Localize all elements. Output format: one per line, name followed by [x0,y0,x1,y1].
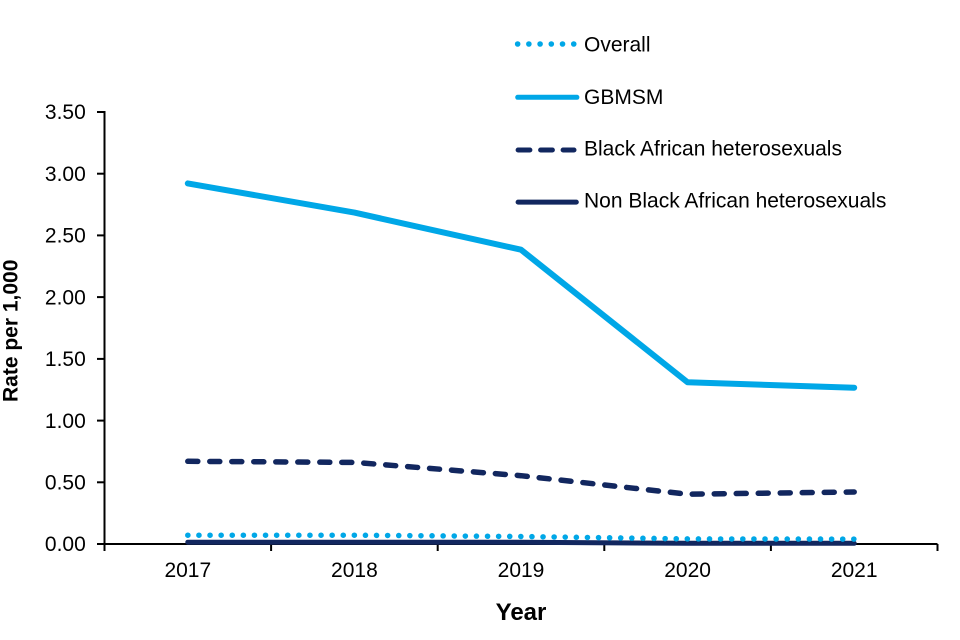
svg-text:2021: 2021 [831,559,878,582]
svg-text:0.00: 0.00 [45,533,86,556]
svg-text:2.00: 2.00 [45,286,86,309]
svg-text:1.00: 1.00 [45,410,86,433]
svg-text:0.50: 0.50 [45,472,86,495]
svg-text:3.00: 3.00 [45,163,86,186]
svg-text:2019: 2019 [498,559,545,582]
svg-text:3.50: 3.50 [45,101,86,124]
svg-text:Black African heterosexuals: Black African heterosexuals [584,138,842,161]
svg-text:Non Black African heterosexual: Non Black African heterosexuals [584,190,886,213]
svg-text:2018: 2018 [331,559,378,582]
svg-text:2020: 2020 [664,559,711,582]
svg-text:Rate per 1,000: Rate per 1,000 [0,260,23,402]
svg-text:Year: Year [496,599,547,626]
svg-text:GBMSM: GBMSM [584,86,663,109]
svg-text:2.50: 2.50 [45,225,86,248]
svg-text:1.50: 1.50 [45,348,86,371]
svg-text:Overall: Overall [584,33,651,56]
svg-text:2017: 2017 [164,559,211,582]
